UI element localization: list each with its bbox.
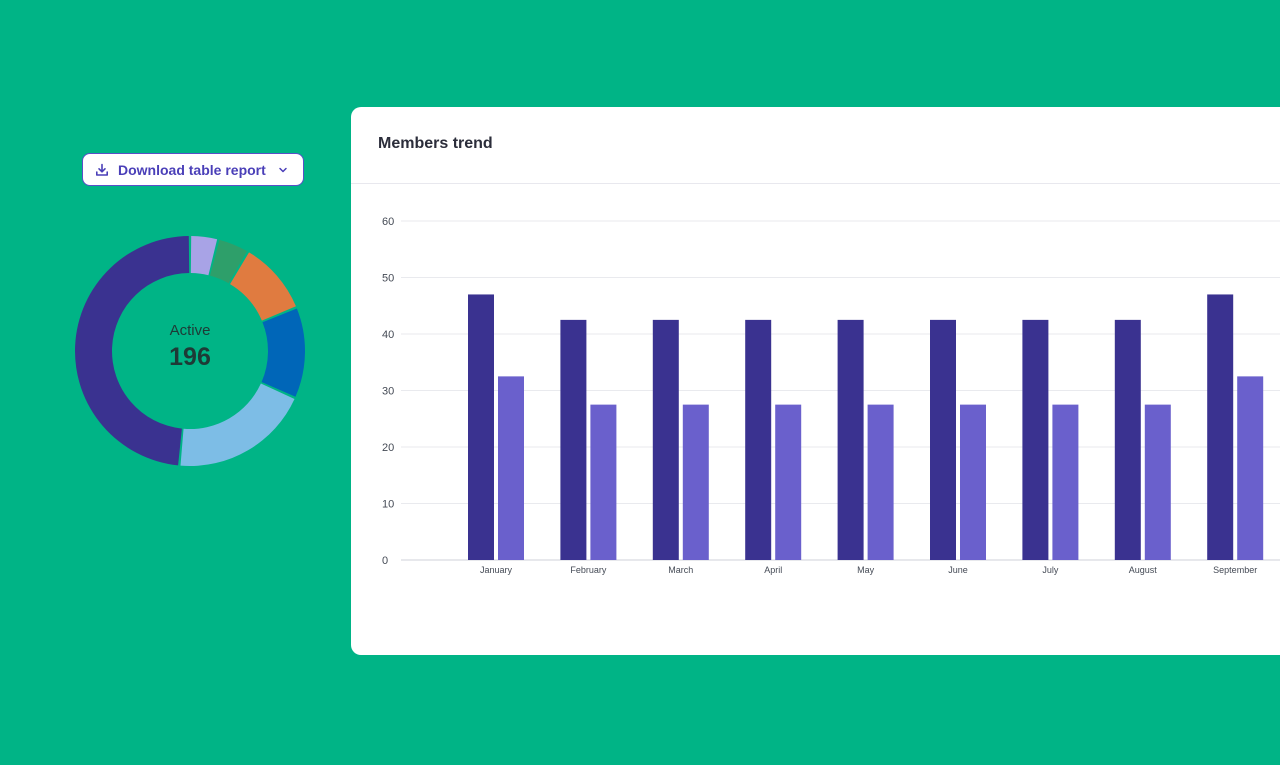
y-tick-label: 60 (382, 216, 394, 228)
bar-july-series-2 (1052, 404, 1079, 560)
bar-september-series-2 (1237, 376, 1264, 560)
donut-slice-6 (75, 236, 190, 466)
bar-march-series-1 (652, 319, 679, 560)
bar-may-series-1 (837, 319, 864, 560)
members-trend-card: Members trend 0 10 20 30 40 50 60 January Februa… (351, 107, 1280, 655)
chevron-down-icon[interactable] (278, 165, 288, 175)
donut-slice-5 (180, 383, 295, 466)
donut-slice-4 (261, 308, 305, 397)
donut-center: Active 196 (74, 235, 306, 467)
x-category-label: September (1213, 565, 1257, 575)
bar-september-series-1 (1207, 294, 1234, 560)
x-category-label: July (1042, 565, 1059, 575)
bar-august-series-2 (1144, 404, 1171, 560)
y-tick-label: 40 (382, 329, 394, 341)
bar-june-series-1 (930, 319, 956, 560)
donut-slice-2 (210, 239, 247, 284)
download-icon (95, 163, 109, 177)
y-tick-label: 10 (382, 499, 394, 511)
donut-center-label: Active (169, 322, 211, 339)
card-title: Members trend (378, 135, 493, 152)
x-category-label: April (764, 565, 782, 575)
y-tick-label: 30 (382, 386, 394, 398)
donut-center-value: 196 (169, 343, 211, 371)
x-category-label: June (948, 565, 968, 575)
x-category-label: February (570, 565, 607, 575)
bar-april-series-1 (745, 319, 772, 560)
download-button-label: Download table report (118, 161, 266, 178)
bar-january-series-2 (498, 376, 524, 560)
bar-january-series-1 (468, 294, 494, 560)
x-category-label: March (668, 565, 693, 575)
bar-april-series-2 (775, 404, 802, 560)
donut-slice-3 (230, 252, 296, 321)
download-table-report-button[interactable]: Download table report (82, 153, 304, 186)
x-category-label: January (480, 565, 513, 575)
bar-august-series-1 (1114, 319, 1141, 560)
x-category-label: May (857, 565, 875, 575)
bar-february-series-2 (590, 404, 617, 560)
bar-july-series-1 (1022, 319, 1049, 560)
bar-chart: 0 10 20 30 40 50 60 January February March April Ma… (382, 216, 1280, 575)
donut-slice-1 (190, 236, 218, 276)
y-tick-label: 0 (382, 555, 388, 567)
x-category-label: August (1129, 565, 1158, 575)
bar-may-series-2 (867, 404, 894, 560)
bar-june-series-2 (960, 404, 986, 560)
bar-february-series-1 (560, 319, 587, 560)
donut-chart: Active 196 (74, 235, 306, 467)
bar-march-series-2 (682, 404, 709, 560)
y-tick-label: 20 (382, 442, 394, 454)
donut-svg (75, 236, 305, 466)
card-divider (351, 183, 1280, 184)
y-tick-label: 50 (382, 273, 394, 285)
